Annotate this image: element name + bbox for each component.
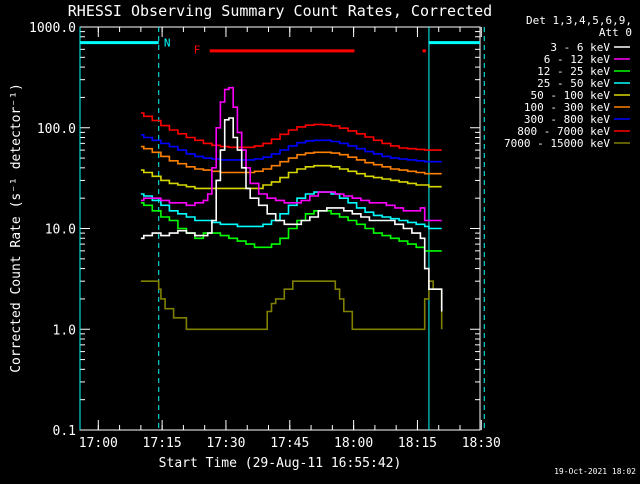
chart-title: RHESSI Observing Summary Count Rates, Co… <box>68 2 492 20</box>
legend-label: 800 - 7000 keV <box>517 125 610 138</box>
series-line <box>140 145 442 175</box>
y-axis-label: Corrected Count Rate (s⁻¹ detector⁻¹) <box>9 83 24 373</box>
x-tick-label: 17:15 <box>143 436 182 451</box>
legend-label: 25 - 50 keV <box>537 77 610 90</box>
series-line <box>140 134 442 163</box>
series-line <box>140 117 443 312</box>
series-line <box>140 112 442 151</box>
legend-label: 12 - 25 keV <box>537 65 610 78</box>
x-tick-label: 18:00 <box>334 436 373 451</box>
x-tick-label: 18:30 <box>462 436 501 451</box>
y-tick-label: 1000.0 <box>29 21 76 36</box>
legend-label: 100 - 300 keV <box>524 101 610 114</box>
series-line <box>140 86 442 222</box>
series-line <box>140 164 442 190</box>
detector-info-line-2: Att 0 <box>599 26 632 39</box>
x-tick-label: 17:30 <box>206 436 245 451</box>
detector-info-line-1: Det 1,3,4,5,6,9, <box>526 14 632 27</box>
x-tick-label: 17:00 <box>79 436 118 451</box>
plot-area: 0.1 1.0 10.0 100.0 1000.0 17:00 17:15 17:30 17:4… <box>29 21 501 451</box>
x-tick-label: 18:15 <box>398 436 437 451</box>
legend-label: 50 - 100 keV <box>531 89 611 102</box>
legend-label: 7000 - 15000 keV <box>504 137 610 150</box>
y-tick-label: 100.0 <box>37 122 76 137</box>
y-tick-label: 1.0 <box>53 323 76 338</box>
y-tick-label: 0.1 <box>53 424 76 439</box>
series-line <box>140 191 442 230</box>
x-tick-label: 17:45 <box>270 436 309 451</box>
y-tick-label: 10.0 <box>45 223 76 238</box>
annotation-label: N <box>164 37 171 50</box>
legend-label: 6 - 12 keV <box>544 53 611 66</box>
legend-label: 300 - 800 keV <box>524 113 610 126</box>
series-line <box>140 280 443 331</box>
timestamp: 19-Oct-2021 18:02 <box>554 467 636 476</box>
legend-label: 3 - 6 keV <box>550 41 610 54</box>
x-axis-label: Start Time (29-Aug-11 16:55:42) <box>159 456 402 471</box>
annotation-label: F <box>194 43 201 56</box>
